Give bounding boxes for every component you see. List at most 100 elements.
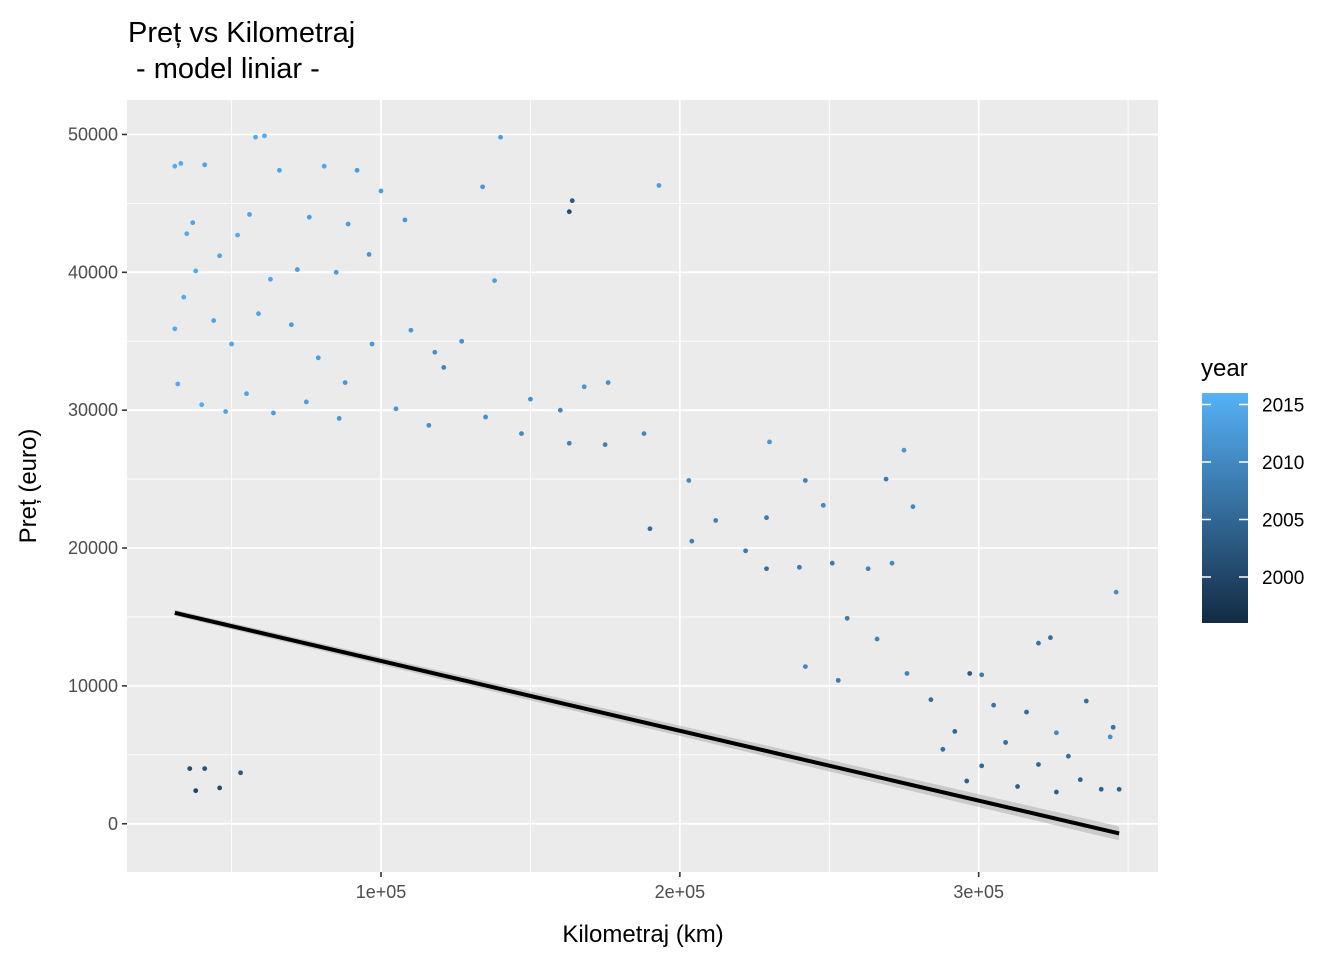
data-point	[581, 384, 587, 390]
x-tick-label: 2e+05	[655, 882, 706, 902]
x-axis: 1e+05 2e+05 3e+05	[356, 872, 1004, 902]
data-point	[268, 276, 273, 282]
data-point	[889, 560, 895, 566]
data-point	[979, 763, 985, 769]
data-point	[211, 318, 217, 323]
data-point	[967, 671, 973, 676]
data-point	[262, 133, 267, 139]
data-point	[602, 442, 608, 448]
data-point	[820, 502, 826, 508]
data-point	[432, 349, 438, 355]
data-point	[492, 278, 497, 283]
data-point	[480, 184, 486, 190]
data-point	[184, 231, 190, 237]
legend-title: year	[1201, 355, 1248, 382]
data-point	[519, 431, 524, 437]
data-point	[175, 381, 181, 387]
data-point	[217, 253, 223, 259]
data-point	[459, 338, 465, 344]
data-point	[713, 518, 719, 523]
y-tick-label: 30000	[68, 400, 118, 420]
data-point	[1077, 777, 1083, 783]
data-point	[1015, 784, 1020, 789]
data-point	[901, 447, 907, 453]
data-point	[172, 326, 178, 332]
data-point	[686, 478, 692, 483]
data-points	[172, 133, 1122, 795]
chart-title: Preț vs Kilometraj	[128, 17, 355, 49]
y-tick-label: 0	[108, 814, 118, 834]
data-point	[865, 566, 871, 572]
data-point	[1116, 786, 1122, 792]
y-axis-label: Preț (euro)	[15, 429, 42, 544]
data-point	[271, 410, 276, 416]
data-point	[1003, 740, 1008, 745]
data-point	[566, 440, 572, 446]
data-point	[336, 416, 342, 421]
plot-panel	[127, 100, 1158, 872]
data-point	[1036, 762, 1041, 767]
data-point	[193, 788, 199, 794]
y-tick-label: 20000	[68, 538, 118, 558]
x-tick-label: 1e+05	[356, 882, 407, 902]
legend-colorbar	[1202, 393, 1248, 623]
data-point	[1053, 730, 1059, 736]
data-point	[202, 162, 208, 168]
data-point	[235, 232, 240, 238]
data-point	[1098, 786, 1104, 792]
y-axis: 0 10000 20000 30000 40000 50000	[68, 124, 127, 834]
data-point	[187, 766, 193, 772]
data-point	[1113, 589, 1119, 595]
data-point	[277, 167, 282, 173]
data-point	[904, 671, 910, 676]
data-point	[229, 341, 234, 347]
data-point	[217, 785, 223, 791]
data-point	[910, 504, 916, 510]
chart-subtitle: - model liniar -	[128, 53, 320, 85]
data-point	[656, 183, 662, 188]
data-point	[223, 409, 229, 414]
data-point	[366, 252, 372, 257]
data-point	[303, 399, 309, 405]
data-point	[238, 770, 243, 776]
data-point	[1107, 734, 1113, 740]
data-point	[802, 664, 808, 669]
data-point	[605, 380, 611, 386]
data-point	[247, 212, 252, 217]
data-point	[743, 548, 748, 554]
data-point	[835, 677, 841, 683]
legend: year 2000 2005 2010 2015	[1201, 355, 1304, 623]
data-point	[767, 439, 772, 445]
data-point	[952, 728, 958, 734]
data-point	[193, 268, 199, 274]
data-point	[256, 311, 261, 317]
data-point	[1065, 753, 1071, 759]
data-point	[829, 560, 835, 566]
data-point	[253, 134, 258, 140]
data-point	[354, 167, 360, 173]
data-point	[1110, 724, 1116, 730]
data-point	[288, 322, 294, 328]
data-point	[178, 161, 184, 166]
data-point	[408, 327, 414, 333]
data-point	[1048, 635, 1053, 641]
x-tick-label: 3e+05	[953, 882, 1004, 902]
data-point	[964, 778, 970, 784]
data-point	[928, 697, 934, 703]
data-point	[190, 220, 196, 226]
data-point	[1083, 698, 1089, 704]
data-point	[202, 766, 208, 772]
data-point	[333, 269, 339, 275]
legend-label: 2000	[1262, 568, 1304, 589]
data-point	[883, 476, 889, 482]
data-point	[796, 564, 802, 570]
x-axis-label: Kilometraj (km)	[562, 921, 723, 948]
legend-label: 2010	[1262, 453, 1304, 474]
data-point	[345, 221, 351, 227]
legend-label: 2005	[1262, 511, 1304, 532]
data-point	[441, 365, 447, 370]
data-point	[393, 406, 399, 412]
data-point	[1053, 789, 1059, 795]
data-point	[172, 163, 178, 169]
